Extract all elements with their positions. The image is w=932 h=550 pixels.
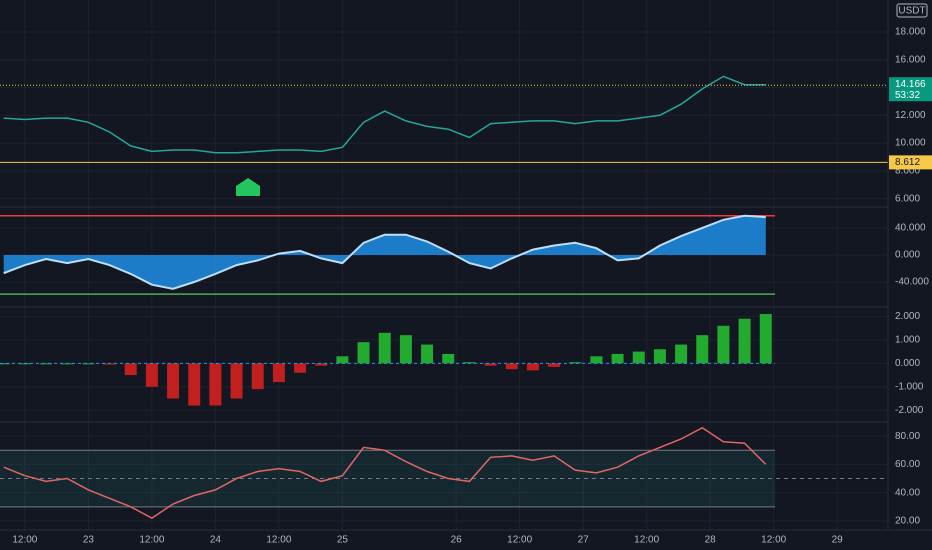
histogram-bar (505, 363, 518, 370)
y-tick-label: -40.000 (895, 277, 929, 288)
x-tick-label: 12:00 (507, 535, 532, 546)
histogram-bar (188, 363, 201, 406)
series-line (3, 75, 766, 154)
y-tick-label: 20.00 (895, 516, 920, 527)
histogram-bar (230, 363, 243, 399)
x-tick-label: 12:00 (12, 535, 37, 546)
y-tick-label: -2.000 (895, 405, 924, 416)
x-tick-label: 12:00 (139, 535, 164, 546)
x-tick-label: 26 (451, 535, 463, 546)
histogram-bar (632, 351, 645, 364)
y-tick-label: 16.000 (895, 54, 926, 65)
price-tag (889, 155, 932, 170)
y-tick-label: 6.000 (895, 193, 920, 204)
x-tick-label: 12:00 (761, 535, 786, 546)
plot (0, 75, 888, 519)
y-tick-label: 60.00 (895, 459, 920, 470)
histogram-bar (357, 342, 370, 364)
histogram-bar (82, 363, 95, 365)
x-tick-label: 24 (210, 535, 222, 546)
series-line (3, 214, 766, 290)
x-tick-label: 27 (578, 535, 590, 546)
histogram-bar (484, 363, 497, 366)
last-price-tag (889, 77, 932, 102)
y-tick-label: 40.000 (895, 223, 926, 234)
histogram-bar (209, 363, 222, 406)
histogram-bar (399, 335, 412, 364)
histogram-bar (294, 363, 307, 373)
series-area (3, 215, 766, 289)
histogram-bar (675, 344, 688, 364)
y-tick-label: 18.000 (895, 27, 926, 38)
histogram-bar (315, 363, 328, 366)
histogram-bar (378, 332, 391, 364)
histogram-bar (103, 363, 116, 365)
histogram-bar (653, 349, 666, 364)
currency-label: USDT (898, 6, 925, 17)
histogram-bar (590, 356, 603, 364)
signal-arrow (236, 178, 260, 196)
histogram-bar (717, 325, 730, 364)
histogram-bar (421, 344, 434, 364)
price-tag-label: 8.612 (895, 157, 920, 168)
y-tick-label: -1.000 (895, 381, 924, 392)
y-tick-label: 40.00 (895, 487, 920, 498)
histogram-bar (526, 363, 539, 371)
x-tick-label: 28 (705, 535, 717, 546)
y-tick-label: 8.000 (895, 166, 920, 177)
histogram-bar (124, 363, 137, 376)
y-tick-label: 2.000 (895, 311, 920, 322)
histogram-bar (272, 363, 285, 383)
y-tick-label: 12.000 (895, 110, 926, 121)
labels: 6.0008.00010.00012.00014.00016.00018.000… (12, 3, 932, 546)
x-tick-label: 12:00 (634, 535, 659, 546)
last-price-label: 14.166 (895, 79, 926, 90)
histogram-bar (738, 318, 751, 364)
histogram-bar (548, 363, 561, 367)
x-tick-label: 23 (83, 535, 95, 546)
histogram-bar (336, 356, 349, 364)
series-line (3, 426, 767, 519)
histogram-bar (463, 362, 476, 364)
histogram-bar (759, 314, 772, 364)
histogram-bar (611, 353, 624, 364)
histogram-bar (0, 363, 10, 365)
y-tick-label: 0.000 (895, 358, 920, 369)
x-tick-label: 29 (832, 535, 844, 546)
histogram-bar (251, 363, 264, 390)
x-tick-label: 12:00 (266, 535, 291, 546)
y-tick-label: 10.000 (895, 138, 926, 149)
histogram-bar (569, 362, 582, 364)
histogram-bar (696, 335, 709, 364)
histogram-bar (40, 363, 53, 365)
countdown-label: 53:32 (895, 90, 920, 101)
histogram-bar (167, 363, 180, 399)
histogram-bar (145, 363, 158, 387)
y-tick-label: 1.000 (895, 334, 920, 345)
currency-box (896, 3, 928, 18)
x-tick-label: 25 (337, 535, 349, 546)
y-tick-label: 0.000 (895, 250, 920, 261)
y-tick-label: 80.00 (895, 431, 920, 442)
histogram-bar (442, 353, 455, 364)
